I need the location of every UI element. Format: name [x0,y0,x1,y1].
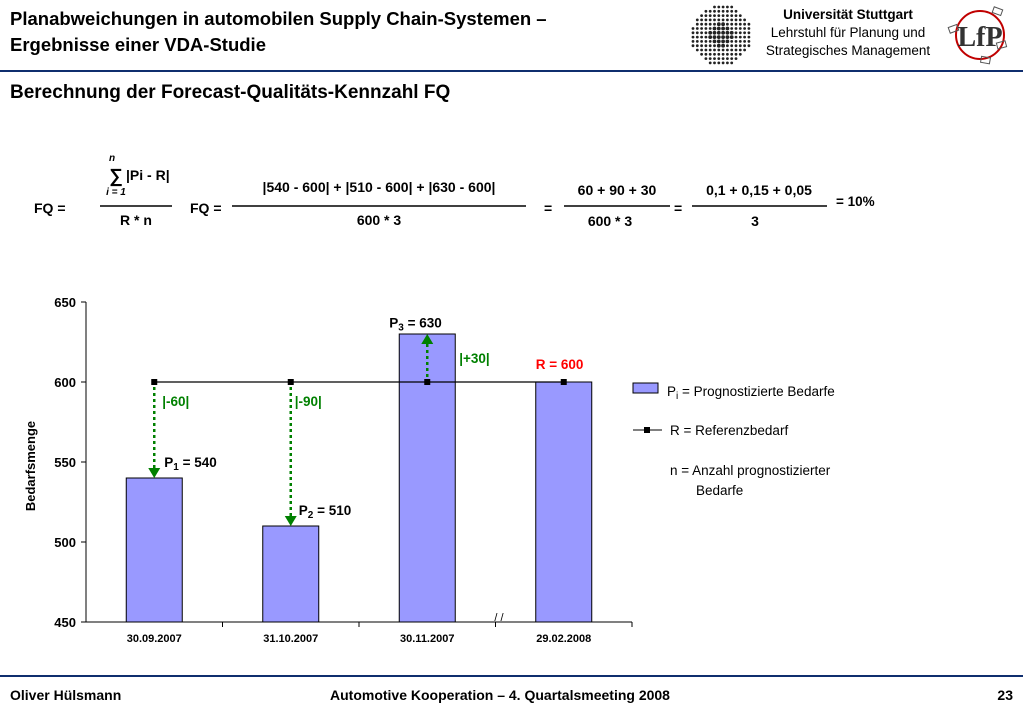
footer-author: Oliver Hülsmann [10,687,122,703]
bar-value-label: P3 = 630 [389,316,442,334]
slide-title-line1: Planabweichungen in automobilen Supply C… [10,8,547,29]
x-tick-label: 29.02.2008 [536,633,591,645]
deviation-arrowhead [148,468,161,478]
formula-denominator-3: 600 * 3 [588,213,633,229]
section-title: Berechnung der Forecast-Qualitäts-Kennza… [10,82,451,103]
formula-denominator: R * n [120,212,152,228]
reference-marker [287,379,294,385]
university-seal-logo [691,5,751,65]
sum-upper-limit: n [109,153,115,164]
footer-divider [0,675,1023,677]
formula-lhs: FQ = [34,200,66,216]
bar-value-label: P1 = 540 [164,455,217,473]
axis-break-marker: / / [494,612,504,624]
legend-note-line2: Bedarfe [696,483,743,498]
formula-fq2: FQ = [190,200,222,216]
reference-marker [151,379,158,385]
deviation-label: |-60| [162,394,189,409]
sum-lower-limit: i = 1 [106,187,126,198]
lfp-logo: LfP [947,6,1008,65]
formula-numerator-2: |540 - 600| + |510 - 600| + |630 - 600| [263,179,496,195]
chair-name-line2: Strategisches Management [765,43,931,58]
bar [398,333,456,623]
legend-note-line1: n = Anzahl prognostizierter [670,463,831,478]
deviation-arrowhead [284,516,297,526]
x-tick-label: 31.10.2007 [263,633,318,645]
y-tick-label: 450 [54,615,76,630]
deviation-label: |+30| [459,351,489,366]
y-tick-label: 650 [54,295,76,310]
sigma-icon: ∑ [109,166,123,187]
page-number: 23 [997,687,1013,703]
footer-event: Automotive Kooperation – 4. Quartalsmeet… [330,687,670,703]
legend-label-reference: R = Referenzbedarf [670,423,788,438]
bar [535,381,593,623]
bar-chart: Bedarfsmenge 450 500 550 600 650 30.09.2007 3… [23,295,835,645]
reference-marker [424,379,431,385]
lfp-logo-text: LfP [957,22,1002,53]
university-name: Universität Stuttgart [783,7,913,22]
reference-value-label: R = 600 [536,357,584,372]
y-tick-label: 600 [54,375,76,390]
slide-title-line2: Ergebnisse einer VDA-Studie [10,34,266,55]
bar [125,477,183,623]
deviation-arrowhead [421,334,434,344]
formula-equals-2: = [544,200,552,216]
formula-result: = 10% [836,194,875,209]
y-tick-label: 500 [54,535,76,550]
university-block: Universität Stuttgart Lehrstuhl für Plan… [748,6,948,60]
y-axis-label: Bedarfsmenge [23,421,38,511]
formula-denominator-2: 600 * 3 [357,212,402,228]
x-tick-label: 30.09.2007 [127,633,182,645]
legend-label-prognosis: Pi = Prognostizierte Bedarfe [667,384,835,402]
chair-name-line1: Lehrstuhl für Planung und [770,25,926,40]
y-tick-label: 550 [54,455,76,470]
header-divider [0,70,1023,72]
fq-formula: FQ = n ∑ i = 1 |Pi - R| R * n FQ = |540 … [34,153,875,229]
deviation-label: |-90| [295,394,322,409]
reference-marker [560,379,567,385]
bar-value-label: P2 = 510 [299,503,352,521]
x-tick-label: 30.11.2007 [400,633,454,645]
legend-swatch-prognosis [632,382,659,394]
formula-denominator-4: 3 [751,213,759,229]
formula-equals-3: = [674,200,682,216]
formula-numerator: |Pi - R| [126,167,170,183]
formula-numerator-4: 0,1 + 0,15 + 0,05 [706,182,812,198]
legend-marker-reference [644,427,650,433]
formula-numerator-3: 60 + 90 + 30 [578,182,657,198]
bar [262,525,320,623]
